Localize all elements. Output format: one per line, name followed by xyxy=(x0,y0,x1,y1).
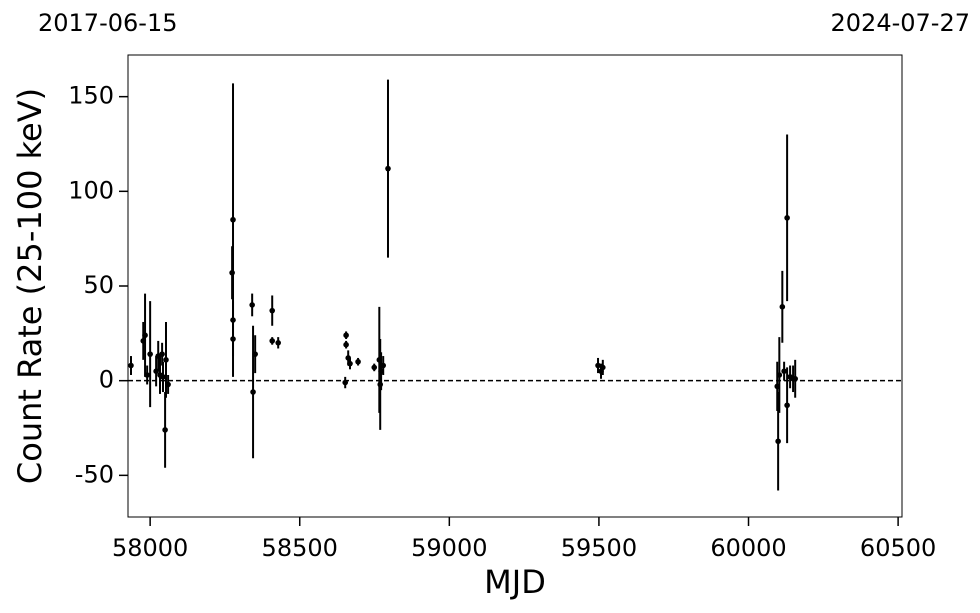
x-tick-label: 58500 xyxy=(262,534,338,562)
data-point xyxy=(779,304,786,310)
data-point xyxy=(230,216,236,223)
data-point xyxy=(269,338,276,344)
y-tick-label: 150 xyxy=(68,82,114,110)
data-point xyxy=(347,360,353,367)
data-point xyxy=(163,357,169,363)
x-tick-label: 59500 xyxy=(561,534,637,562)
y-tick-label: 50 xyxy=(83,271,114,299)
data-point xyxy=(342,379,349,386)
y-tick-label: 0 xyxy=(99,366,114,394)
x-tick-label: 59000 xyxy=(411,534,487,562)
data-point xyxy=(275,340,281,346)
data-point xyxy=(142,332,148,339)
data-point xyxy=(343,332,349,339)
data-point xyxy=(343,341,349,348)
data-point xyxy=(144,372,150,378)
data-point xyxy=(269,307,276,314)
start-date-label: 2017-06-15 xyxy=(38,9,177,37)
y-axis-label: Count Rate (25-100 keV) xyxy=(11,88,49,484)
data-point xyxy=(792,375,798,382)
data-point xyxy=(600,364,606,371)
data-point xyxy=(230,336,236,342)
data-point xyxy=(784,402,790,409)
y-tick-label: 100 xyxy=(68,176,114,204)
data-point xyxy=(784,215,790,221)
data-point xyxy=(249,302,255,308)
data-point xyxy=(160,374,166,380)
data-point xyxy=(165,381,171,388)
data-point xyxy=(775,438,781,445)
data-point xyxy=(380,362,387,369)
end-date-label: 2024-07-27 xyxy=(831,9,970,37)
x-tick-label: 60500 xyxy=(860,534,936,562)
data-point xyxy=(355,358,361,365)
data-point xyxy=(128,362,134,369)
data-point xyxy=(250,389,256,395)
plot-frame xyxy=(127,54,903,518)
data-point xyxy=(252,351,258,357)
y-tick-label: -50 xyxy=(75,460,114,488)
x-tick-label: 60000 xyxy=(710,534,786,562)
data-point xyxy=(595,362,601,369)
data-point xyxy=(162,427,168,433)
data-point xyxy=(385,165,391,172)
data-point xyxy=(776,372,783,378)
data-point xyxy=(781,368,787,375)
data-point xyxy=(147,351,153,357)
x-axis-label: MJD xyxy=(484,563,546,601)
x-tick-label: 58000 xyxy=(112,534,188,562)
data-point xyxy=(371,364,378,371)
data-point xyxy=(159,351,165,357)
